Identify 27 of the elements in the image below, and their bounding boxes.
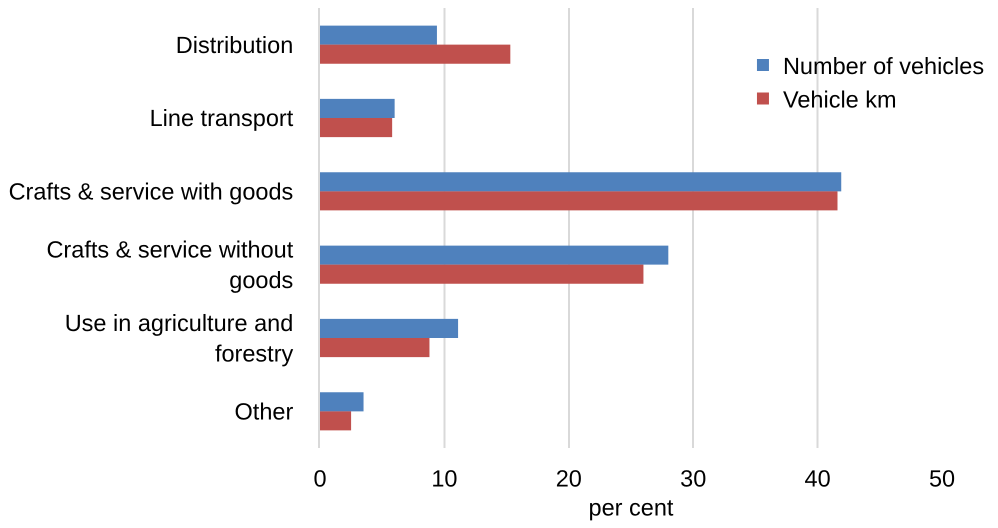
bar [320, 246, 668, 265]
bar [320, 318, 458, 338]
y-tick-label: Crafts & service with goods [8, 178, 294, 205]
x-tick-label: 0 [313, 466, 327, 492]
x-tick-label: 40 [804, 466, 831, 492]
bar [320, 98, 395, 118]
bar [320, 411, 352, 430]
bar [320, 118, 392, 138]
bar [320, 44, 510, 64]
legend-label: Vehicle km [782, 86, 897, 113]
bar [320, 191, 838, 210]
y-tick-label: Line transport [150, 105, 294, 132]
x-tick-label: 10 [431, 466, 458, 492]
y-tick-label: Use in agriculture and forestry [64, 310, 294, 366]
bar [320, 338, 430, 358]
x-tick-label: 20 [556, 466, 582, 492]
x-tick-label: 30 [680, 466, 706, 492]
bar [320, 172, 842, 192]
y-tick-label: Distribution [176, 32, 294, 58]
bar [320, 26, 437, 45]
x-tick-label: 50 [928, 466, 956, 492]
bar [320, 264, 644, 284]
y-tick-label: Crafts & service without goods [46, 236, 294, 294]
x-axis-title: per cent [588, 494, 674, 520]
bar [320, 392, 364, 412]
legend-label: Number of vehicles [782, 53, 984, 80]
y-tick-label: Other [234, 398, 294, 425]
